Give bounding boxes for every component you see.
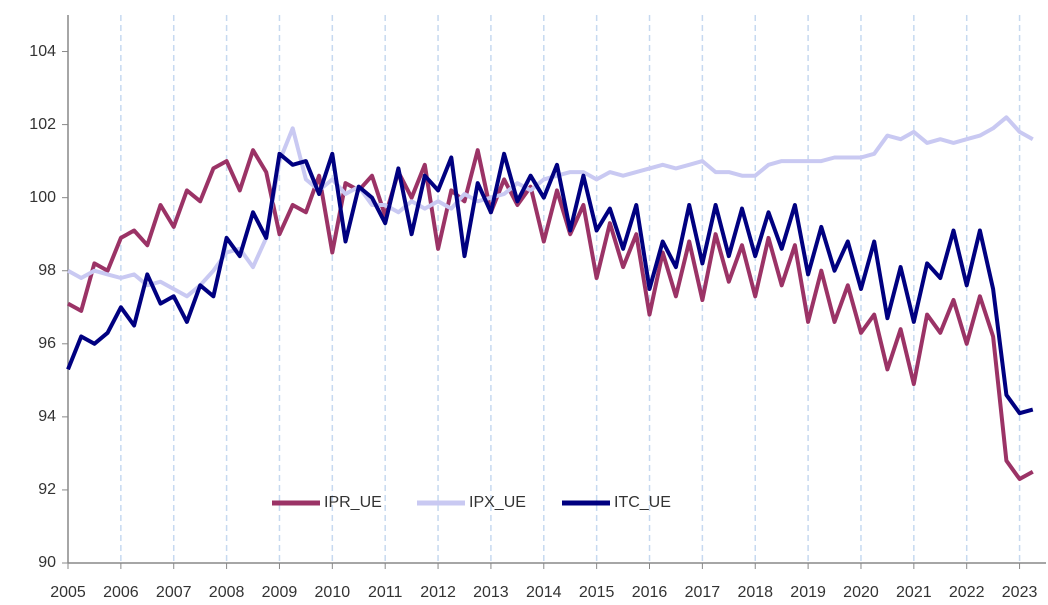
x-tick-label: 2016 [632, 584, 668, 601]
x-tick-label: 2020 [843, 584, 879, 601]
legend-label: IPX_UE [469, 494, 526, 511]
y-tick-label: 94 [38, 408, 56, 425]
x-tick-label: 2015 [579, 584, 615, 601]
x-tick-label: 2009 [262, 584, 298, 601]
y-tick-label: 98 [38, 262, 56, 279]
x-tick-label: 2022 [949, 584, 985, 601]
y-tick-label: 96 [38, 335, 56, 352]
x-tick-label: 2023 [1002, 584, 1038, 601]
x-tick-label: 2018 [737, 584, 773, 601]
y-tick-label: 100 [29, 189, 56, 206]
x-tick-label: 2010 [315, 584, 351, 601]
series-line [67, 148, 1034, 481]
y-tick-label: 90 [38, 554, 56, 571]
x-tick-label: 2019 [790, 584, 826, 601]
x-tick-label: 2014 [526, 584, 562, 601]
y-tick-label: 92 [38, 481, 56, 498]
series-line [67, 115, 1034, 299]
series-line [66, 151, 1034, 416]
x-tick-label: 2008 [209, 584, 245, 601]
x-tick-label: 2012 [420, 584, 456, 601]
legend-label: IPR_UE [324, 494, 382, 511]
x-tick-label: 2011 [368, 584, 403, 601]
x-tick-label: 2017 [685, 584, 721, 601]
x-tick-label: 2013 [473, 584, 509, 601]
x-tick-label: 2006 [103, 584, 139, 601]
x-tick-label: 2007 [156, 584, 192, 601]
y-tick-label: 104 [29, 43, 56, 60]
x-tick-label: 2005 [50, 584, 86, 601]
y-tick-label: 102 [29, 116, 56, 133]
legend-label: ITC_UE [614, 494, 671, 511]
x-tick-label: 2021 [896, 584, 932, 601]
